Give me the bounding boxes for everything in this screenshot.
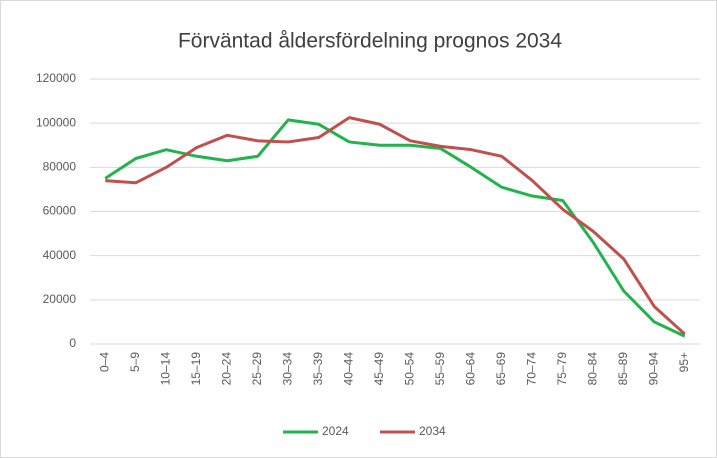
- x-tick-label: 65–69: [494, 352, 508, 386]
- legend-label: 2024: [322, 424, 349, 438]
- y-tick-label: 20000: [43, 292, 77, 306]
- y-tick-label: 80000: [43, 160, 77, 174]
- x-tick-label: 25–29: [250, 352, 264, 386]
- legend-label: 2034: [419, 424, 446, 438]
- x-tick-label: 15–19: [189, 352, 203, 386]
- x-tick-label: 0–4: [97, 352, 111, 372]
- y-tick-label: 100000: [36, 115, 76, 129]
- x-tick-label: 80–84: [585, 352, 599, 386]
- x-tick-label: 40–44: [341, 352, 355, 386]
- x-tick-label: 20–24: [219, 352, 233, 386]
- series-line: [105, 116, 686, 336]
- x-tick-label: 10–14: [158, 352, 172, 386]
- x-tick-label: 45–49: [372, 352, 386, 386]
- x-tick-label: 90–94: [646, 352, 660, 386]
- x-tick-label: 95+: [677, 352, 691, 372]
- x-tick-label: 50–54: [402, 352, 416, 386]
- x-tick-label: 60–64: [463, 352, 477, 386]
- x-tick-label: 85–89: [616, 352, 630, 386]
- y-tick-label: 60000: [43, 204, 77, 218]
- x-tick-label: 30–34: [280, 352, 294, 386]
- x-tick-label: 55–59: [433, 352, 447, 386]
- x-tick-label: 35–39: [311, 352, 325, 386]
- x-tick-label: 75–79: [555, 352, 569, 386]
- chart-title: Förväntad åldersfördelning prognos 2034: [178, 30, 562, 53]
- x-tick-label: 70–74: [524, 352, 538, 386]
- series-line: [104, 118, 686, 338]
- y-tick-label: 40000: [43, 248, 77, 262]
- x-tick-label: 5–9: [128, 352, 142, 372]
- y-tick-label: 0: [69, 336, 76, 350]
- y-tick-label: 120000: [36, 71, 76, 85]
